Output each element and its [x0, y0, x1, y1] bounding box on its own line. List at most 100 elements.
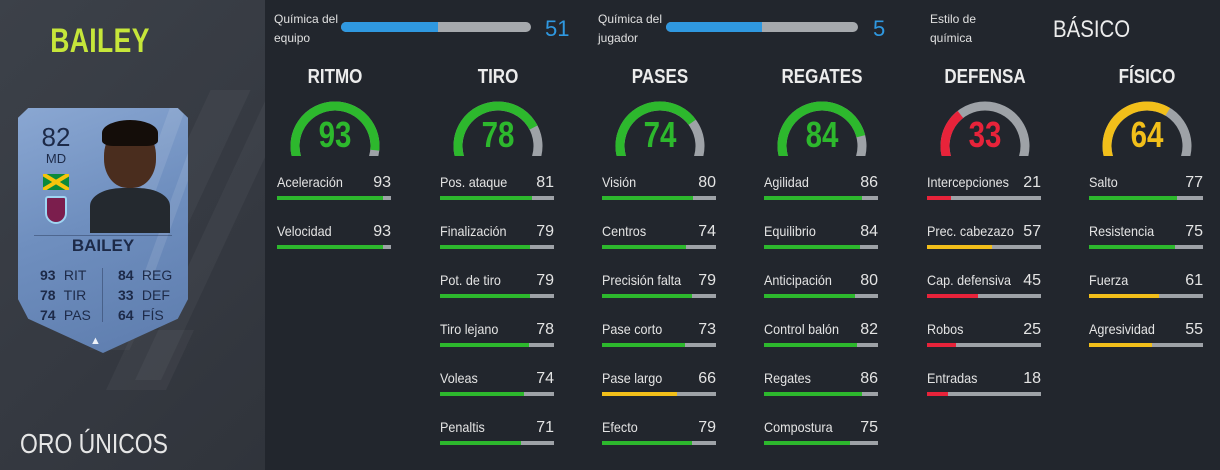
stat-bar-fill — [1089, 245, 1175, 249]
stat-label: Pase corto — [602, 321, 663, 337]
category-title: REGATES — [781, 66, 863, 88]
stat-label: Salto — [1089, 174, 1118, 190]
stat-label: Efecto — [602, 419, 638, 435]
category-value: 93 — [318, 114, 352, 155]
stat-row[interactable]: Anticipación 80 — [764, 272, 878, 302]
stat-row[interactable]: Pos. ataque 81 — [440, 174, 554, 204]
stat-value: 25 — [1023, 321, 1041, 338]
stat-bar — [1089, 245, 1203, 249]
stat-bar — [440, 392, 554, 396]
gauge-fill — [1102, 101, 1171, 156]
category-title: TIRO — [477, 66, 519, 88]
stat-bar — [764, 196, 878, 200]
stat-label: Agilidad — [764, 174, 809, 190]
stat-row[interactable]: Equilibrio 84 — [764, 223, 878, 253]
card-rating: 82 — [41, 122, 71, 152]
stat-row[interactable]: Entradas 18 — [927, 370, 1041, 400]
stat-row[interactable]: Pase largo 66 — [602, 370, 716, 400]
category-gauge — [615, 101, 705, 156]
stat-label: Centros — [602, 223, 647, 239]
stat-row[interactable]: Velocidad 93 — [277, 223, 391, 253]
stat-label: Precisión falta — [602, 272, 682, 288]
team-chemistry-value: 51 — [545, 16, 570, 41]
stat-label: Control balón — [764, 321, 839, 337]
stat-label: Cap. defensiva — [927, 272, 1012, 288]
stat-row[interactable]: Pase corto 73 — [602, 321, 716, 351]
stat-row[interactable]: Regates 86 — [764, 370, 878, 400]
player-chemistry-value: 5 — [873, 16, 886, 41]
category-value: 78 — [481, 114, 515, 155]
player-photo — [88, 118, 172, 233]
stat-bar-fill — [1089, 294, 1159, 298]
category-gauge — [940, 101, 1030, 156]
stat-label: Equilibrio — [764, 223, 816, 239]
gauge-fill — [940, 110, 964, 156]
player-card[interactable]: 82 MD BAILEY 93 RIT 78 TIR 74 PAS 84 REG… — [18, 108, 188, 353]
stat-bar-fill — [602, 196, 694, 200]
stat-value: 45 — [1023, 272, 1041, 289]
stat-row[interactable]: Salto 77 — [1089, 174, 1203, 204]
card-stat: 64 FÍS — [118, 307, 164, 323]
stat-bar — [440, 294, 554, 298]
stat-bar — [1089, 196, 1203, 200]
stat-bar-fill — [440, 441, 521, 445]
stat-row[interactable]: Agresividad 55 — [1089, 321, 1203, 351]
stat-bar-fill — [440, 294, 531, 298]
category-title: PASES — [631, 66, 689, 88]
chemistry-style-value[interactable]: BÁSICO — [1053, 16, 1131, 43]
stat-row[interactable]: Robos 25 — [927, 321, 1041, 351]
stat-bar — [1089, 343, 1203, 347]
stat-row[interactable]: Control balón 82 — [764, 321, 878, 351]
stat-label: Compostura — [764, 419, 833, 435]
stat-value: 61 — [1185, 272, 1203, 289]
stat-row[interactable]: Agilidad 86 — [764, 174, 878, 204]
stat-bar-fill — [602, 294, 693, 298]
stat-row[interactable]: Voleas 74 — [440, 370, 554, 400]
stat-bar — [764, 245, 878, 249]
stat-value: 80 — [698, 174, 716, 191]
stat-row[interactable]: Visión 80 — [602, 174, 716, 204]
stat-label: Entradas — [927, 370, 978, 386]
stat-row[interactable]: Aceleración 93 — [277, 174, 391, 204]
stat-value: 79 — [536, 272, 554, 289]
category-gauge — [777, 101, 867, 156]
stat-row[interactable]: Finalización 79 — [440, 223, 554, 253]
stat-bar-fill — [602, 392, 678, 396]
stat-row[interactable]: Tiro lejano 78 — [440, 321, 554, 351]
stat-row[interactable]: Efecto 79 — [602, 419, 716, 449]
category-value: 84 — [805, 114, 839, 155]
category-value: 74 — [643, 114, 677, 155]
stat-value: 82 — [860, 321, 878, 338]
stat-label: Pos. ataque — [440, 174, 508, 190]
stat-bar-fill — [602, 245, 687, 249]
chemistry-style-label: Estilo de química — [930, 12, 977, 45]
stat-row[interactable]: Compostura 75 — [764, 419, 878, 449]
stat-row[interactable]: Prec. cabezazo 57 — [927, 223, 1041, 253]
stat-label: Tiro lejano — [440, 321, 499, 337]
stat-row[interactable]: Cap. defensiva 45 — [927, 272, 1041, 302]
stat-bar — [927, 294, 1041, 298]
stat-value: 71 — [536, 419, 554, 436]
stat-label: Robos — [927, 321, 964, 337]
stat-bar — [602, 245, 716, 249]
stat-bar-fill — [277, 245, 384, 249]
stat-row[interactable]: Resistencia 75 — [1089, 223, 1203, 253]
stat-bar-fill — [927, 392, 948, 396]
stat-value: 79 — [536, 223, 554, 240]
stat-row[interactable]: Fuerza 61 — [1089, 272, 1203, 302]
stat-value: 93 — [373, 174, 391, 191]
stat-bar — [764, 392, 878, 396]
stat-value: 74 — [698, 223, 716, 240]
stat-row[interactable]: Penaltis 71 — [440, 419, 554, 449]
stat-row[interactable]: Precisión falta 79 — [602, 272, 716, 302]
stat-bar — [764, 441, 878, 445]
stat-bar-fill — [927, 245, 992, 249]
stat-value: 93 — [373, 223, 391, 240]
stat-row[interactable]: Centros 74 — [602, 223, 716, 253]
stat-value: 73 — [698, 321, 716, 338]
stat-value: 75 — [860, 419, 878, 436]
category-value: 64 — [1130, 114, 1164, 155]
gauge-fill — [453, 101, 538, 156]
stat-row[interactable]: Pot. de tiro 79 — [440, 272, 554, 302]
stat-row[interactable]: Intercepciones 21 — [927, 174, 1041, 204]
